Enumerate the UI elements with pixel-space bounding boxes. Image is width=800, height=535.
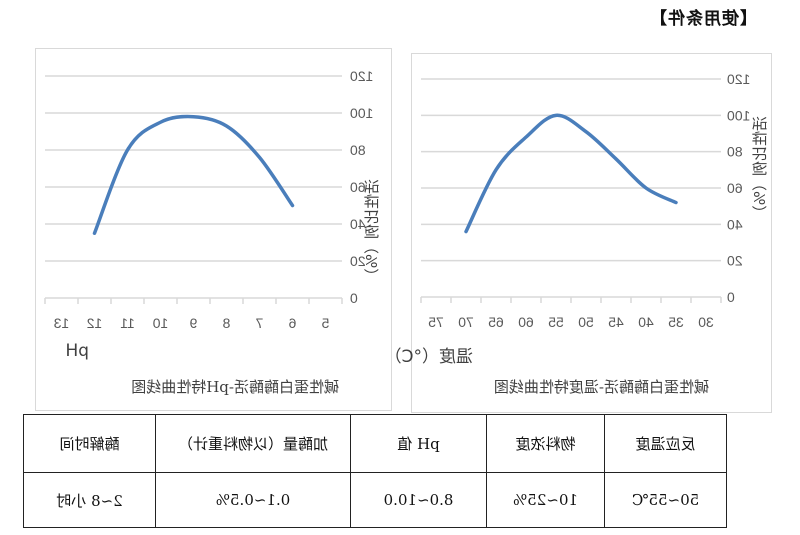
x-tick-label: 50 (578, 314, 594, 330)
value-enzyme-dosage: 0.1~0.5% (155, 472, 351, 528)
conditions-table: 反应温度 物料浓度 pH 值 加酶量（以物料重计） 酶解时间 50~55℃ 10… (23, 414, 727, 528)
y-tick-label: 80 (727, 144, 743, 160)
y-tick-label: 20 (350, 253, 366, 269)
value-ph-value: 8.0~10.0 (350, 472, 487, 528)
value-material-concentration: 10~25% (486, 472, 605, 528)
data-series-line (464, 113, 678, 234)
header-hydrolysis-time: 酶解时间 (23, 414, 156, 473)
x-tick-label: 35 (668, 314, 684, 330)
x-tick-label: 60 (518, 314, 534, 330)
ph-chart-y-axis-title: 活性比例（%） (363, 179, 381, 284)
y-tick-label: 40 (727, 216, 743, 232)
data-series-line (92, 114, 295, 235)
header-enzyme-dosage: 加酶量（以物料重计） (155, 414, 351, 473)
y-tick-label: 100 (350, 105, 374, 121)
x-tick-label: 12 (87, 315, 103, 331)
x-tick-label: 5 (321, 315, 329, 331)
y-tick-label: 0 (350, 290, 358, 306)
y-tick-label: 120 (350, 68, 374, 84)
x-tick-label: 7 (255, 315, 263, 331)
temperature-chart-y-axis-title: 活性比例（%） (751, 116, 769, 221)
section-title: 【使用条件】 (649, 9, 757, 29)
temperature-chart-plot: 0 20 40 60 80 100 120 30 35 40 45 50 55 60 65 70 75 (420, 71, 751, 330)
x-tick-label: 40 (638, 314, 654, 330)
table-row: 50~55℃ 10~25% 8.0~10.0 0.1~0.5% 2~8 小时 (23, 472, 727, 528)
ph-chart-x-axis-title: pH (65, 341, 89, 361)
x-tick-label: 13 (54, 315, 70, 331)
header-material-concentration: 物料浓度 (486, 414, 605, 473)
y-tick-label: 60 (350, 179, 366, 195)
x-tick-label: 9 (189, 315, 197, 331)
y-tick-label: 20 (727, 253, 743, 269)
ph-chart-title: 碱性蛋白酶酶活-pH特性曲线图 (131, 378, 339, 396)
x-tick-label: 45 (608, 314, 624, 330)
y-tick-label: 60 (727, 180, 743, 196)
ph-chart: 0 20 40 60 80 100 120 5 6 7 8 9 10 11 12 13 活性比例（%） pH … (35, 48, 392, 411)
y-tick-label: 80 (350, 142, 366, 158)
temperature-chart: 0 20 40 60 80 100 120 30 35 40 45 50 55 60 65 70 75 活性比例… (385, 53, 772, 413)
x-tick-label: 65 (488, 314, 504, 330)
y-tick-label: 0 (727, 289, 735, 305)
y-tick-label: 40 (350, 216, 366, 232)
x-tick-label: 75 (428, 314, 444, 330)
value-hydrolysis-time: 2~8 小时 (23, 472, 156, 528)
x-tick-label: 70 (458, 314, 474, 330)
y-tick-label: 120 (727, 71, 751, 87)
ph-chart-plot: 0 20 40 60 80 100 120 5 6 7 8 9 10 11 12 13 (44, 68, 374, 331)
value-reaction-temperature: 50~55℃ (604, 472, 727, 528)
header-ph-value: pH 值 (350, 414, 487, 473)
x-tick-label: 8 (222, 315, 230, 331)
x-tick-label: 10 (153, 315, 169, 331)
x-tick-label: 55 (548, 314, 564, 330)
temperature-chart-x-axis-title: 温度（°C） (384, 347, 473, 367)
y-tick-label: 100 (727, 107, 751, 123)
table-header-row: 反应温度 物料浓度 pH 值 加酶量（以物料重计） 酶解时间 (23, 414, 727, 473)
temperature-chart-title: 碱性蛋白酶酶活-温度特性曲线图 (493, 378, 709, 396)
x-tick-label: 30 (698, 314, 714, 330)
header-reaction-temperature: 反应温度 (604, 414, 727, 473)
x-tick-label: 6 (288, 315, 296, 331)
x-tick-label: 11 (120, 315, 135, 331)
